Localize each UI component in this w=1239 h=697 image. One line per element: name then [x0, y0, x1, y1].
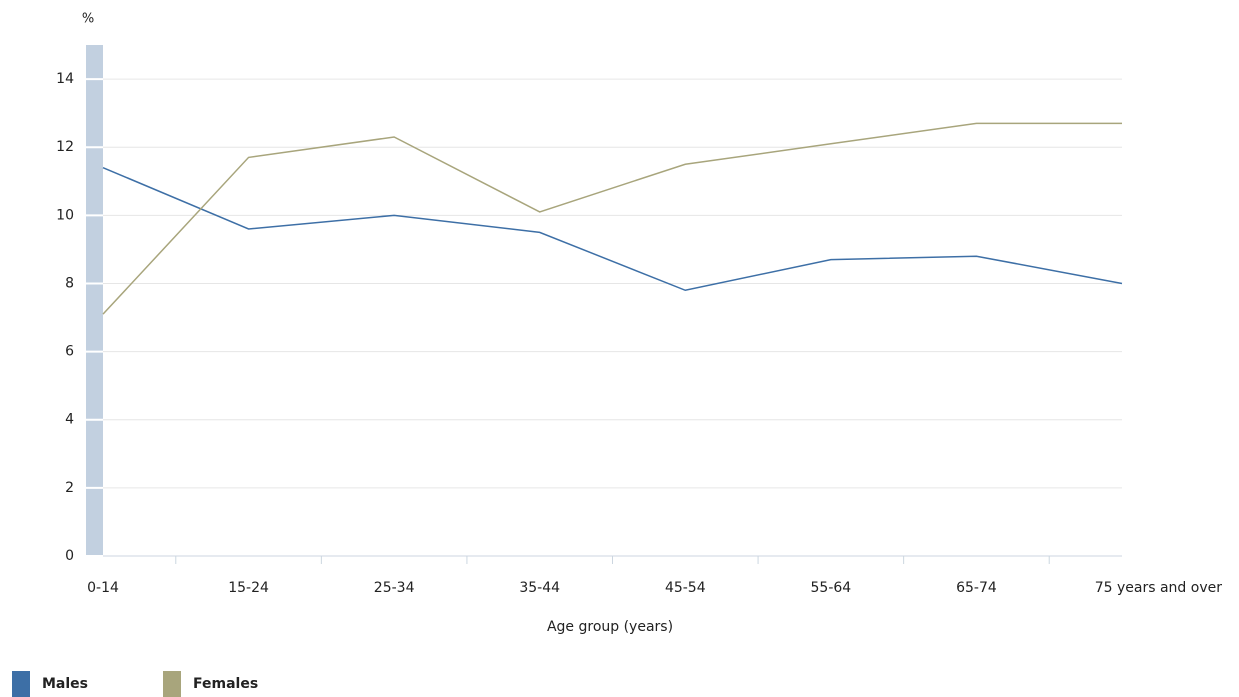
x-tick-label: 45-54 — [665, 580, 706, 596]
legend-text: Males — [42, 676, 88, 692]
y-tick-label: 6 — [65, 344, 74, 360]
y-tick-label: 0 — [65, 548, 74, 564]
x-tick-label: 75 years and over — [1095, 580, 1222, 596]
y-axis-bar — [86, 45, 103, 556]
y-tick-label: 12 — [56, 139, 74, 155]
x-tick-label: 15-24 — [228, 580, 269, 596]
x-tick-label: 55-64 — [811, 580, 852, 596]
x-tick-label: 65-74 — [956, 580, 997, 596]
x-tick-label: 25-34 — [374, 580, 415, 596]
y-axis-label: % — [82, 12, 94, 27]
y-tick-label: 10 — [56, 207, 74, 223]
line-series — [102, 166, 1123, 292]
y-tick-label: 2 — [65, 480, 74, 496]
y-tick-label: 8 — [65, 275, 74, 291]
x-tick-label: 0-14 — [87, 580, 119, 596]
legend-text: Females — [193, 676, 258, 692]
legend-swatch — [163, 671, 181, 697]
y-tick-label: 14 — [56, 71, 74, 87]
y-tick-label: 4 — [65, 412, 74, 428]
legend-swatch — [12, 671, 30, 697]
line-series — [102, 122, 1122, 315]
x-axis-label: Age group (years) — [547, 619, 673, 635]
x-tick-label: 35-44 — [519, 580, 560, 596]
